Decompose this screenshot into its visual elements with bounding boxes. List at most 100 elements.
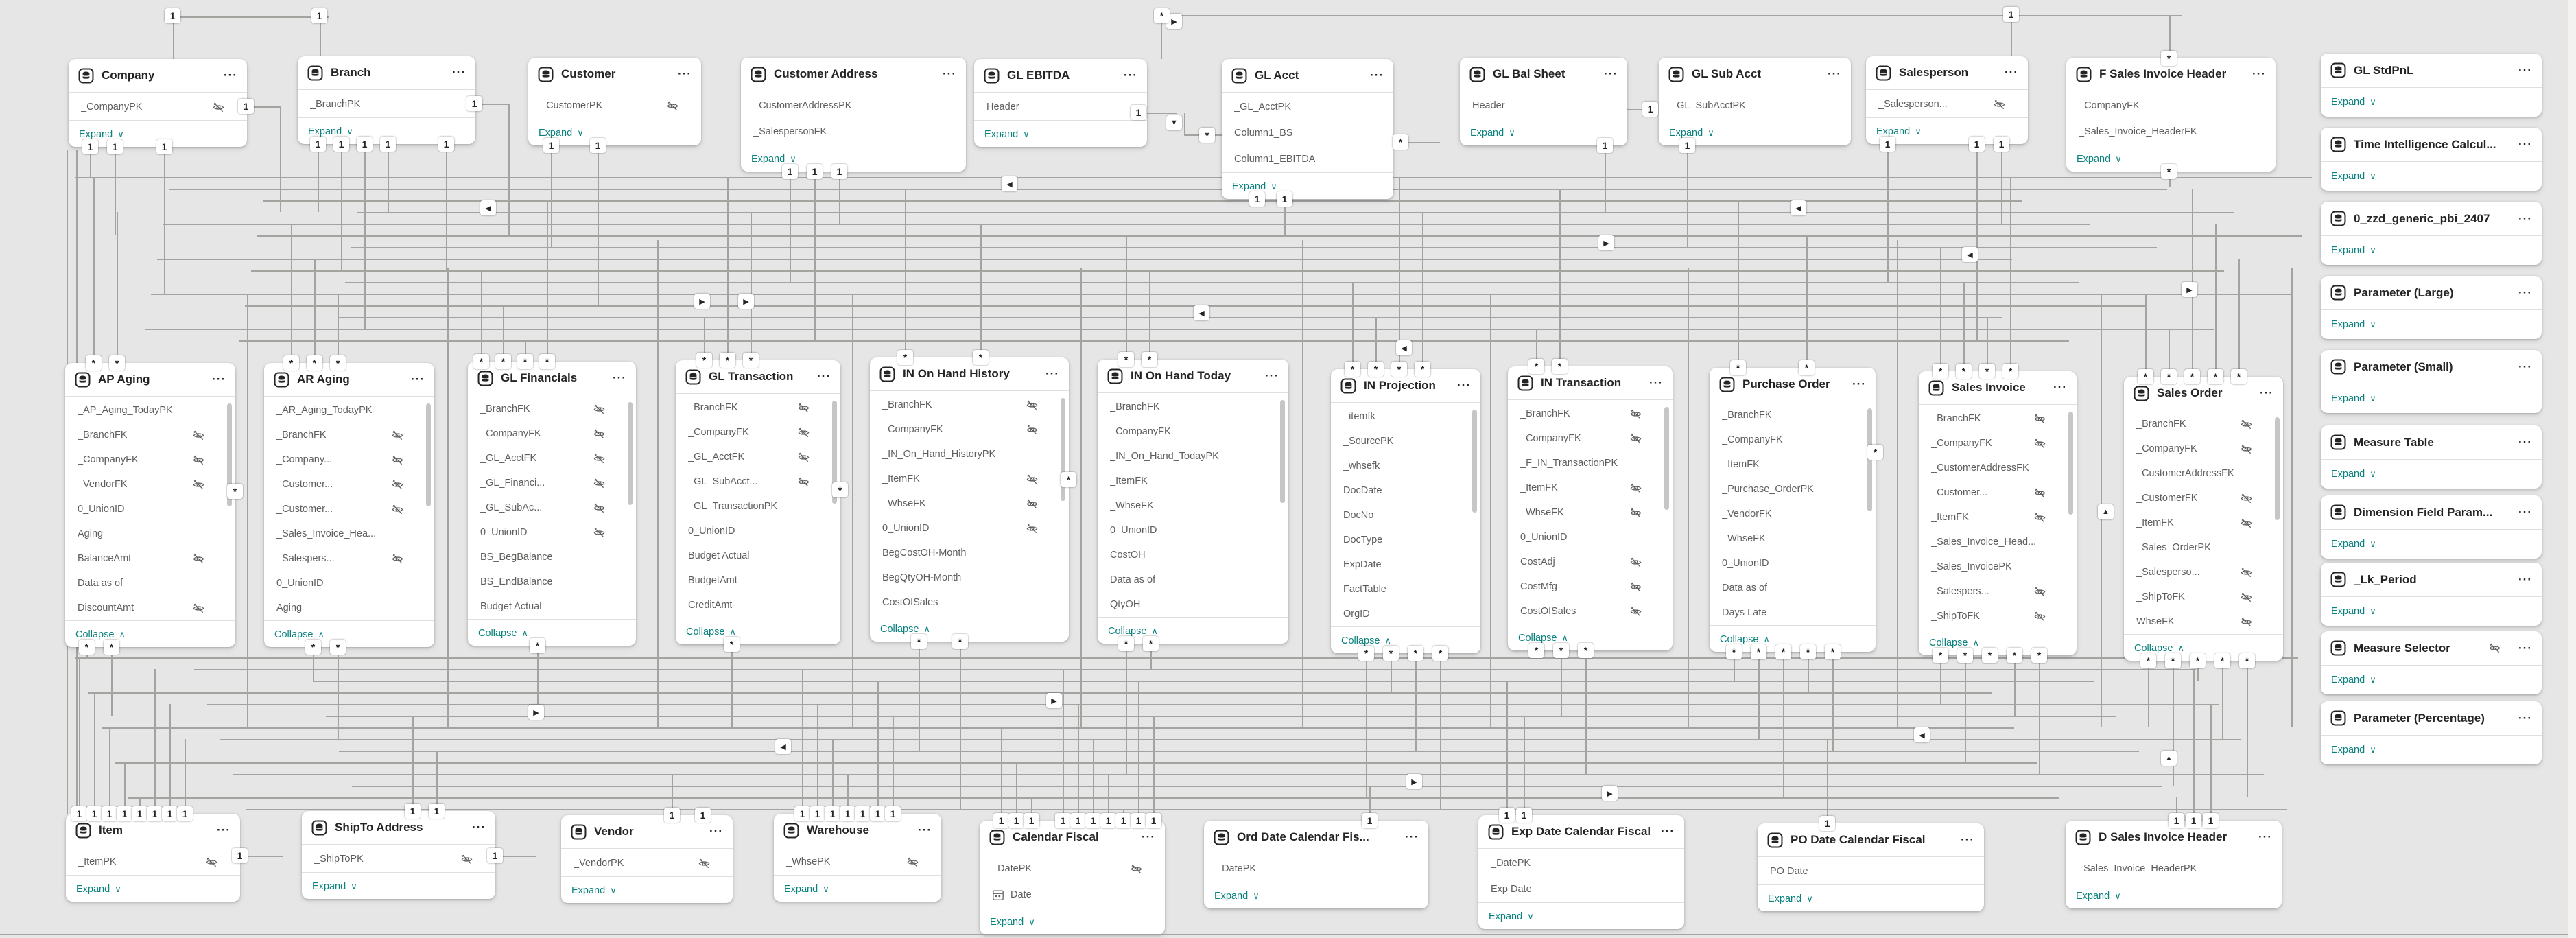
table-menu-button[interactable]: ··· [2260,386,2273,399]
table-menu-button[interactable]: ··· [472,821,486,834]
field-row[interactable]: _GL_AcctFK [676,445,840,469]
field-row[interactable]: _SalespersonFK [741,119,966,145]
table-menu-button[interactable]: ··· [1142,830,1155,843]
field-row[interactable]: _CompanyFK [1508,426,1673,451]
table-menu-button[interactable]: ··· [1961,833,1974,846]
field-row[interactable]: _VendorFK [1710,502,1876,526]
expand-toggle[interactable]: Expand ∨ [741,145,966,172]
field-row[interactable]: _CompanyFK [676,420,840,445]
field-row[interactable]: Days Late [1710,600,1876,625]
collapse-toggle[interactable]: Collapse ∧ [1098,617,1288,644]
field-row[interactable]: _Sales_OrderPK [2124,535,2283,560]
field-row[interactable]: _Salespers... [1919,579,2077,604]
expand-toggle[interactable]: Expand ∨ [69,120,247,147]
field-row[interactable]: PO Date [1758,858,1984,884]
field-row[interactable]: _BranchFK [1919,406,2077,431]
field-row[interactable]: _ItemFK [1508,476,1673,500]
expand-toggle[interactable]: Expand ∨ [2321,384,2542,412]
table-menu-button[interactable]: ··· [411,373,425,386]
expand-toggle[interactable]: Expand ∨ [1460,119,1627,145]
expand-toggle[interactable]: Expand ∨ [528,119,701,145]
field-row[interactable]: _F_IN_TransactionPK [1508,451,1673,476]
field-row[interactable]: BegQtyOH-Month [870,565,1069,590]
table-card-0-zzd-generic-pbi-2407[interactable]: 0_zzd_generic_pbi_2407 ··· Expand ∨ [2321,202,2542,265]
field-row[interactable]: _ShipToFK [2124,585,2283,609]
field-row[interactable]: Budget Actual [468,594,636,619]
field-list-scrollbar[interactable] [1061,398,1065,501]
table-menu-button[interactable]: ··· [212,373,226,386]
table-card-ap-aging[interactable]: AP Aging ··· _AP_Aging_TodayPK _BranchFK _Co… [65,363,235,647]
field-row[interactable]: _CustomerAddressFK [2124,461,2283,486]
expand-toggle[interactable]: Expand ∨ [1659,119,1851,145]
expand-toggle[interactable]: Expand ∨ [774,875,941,902]
table-menu-button[interactable]: ··· [1265,369,1279,382]
table-card-gl-sub-acct[interactable]: GL Sub Acct ··· _GL_SubAcctPK Expand ∨ [1659,58,1851,145]
field-row[interactable]: _BranchFK [65,423,235,447]
table-menu-button[interactable]: ··· [1852,377,1866,390]
table-card-dimension-field-param[interactable]: Dimension Field Param... ··· Expand ∨ [2321,495,2542,559]
field-list-scrollbar[interactable] [426,403,431,506]
table-card-gl-transaction[interactable]: GL Transaction ··· _BranchFK _CompanyFK _GL_… [676,360,840,644]
field-row[interactable]: _BranchFK [870,392,1069,417]
table-card-time-intelligence-calcul[interactable]: Time Intelligence Calcul... ··· Expand ∨ [2321,128,2542,191]
table-card-gl-ebitda[interactable]: GL EBITDA ··· Header Expand ∨ [974,59,1147,147]
field-row[interactable]: CostMfg [1508,574,1673,599]
table-menu-button[interactable]: ··· [2518,360,2532,373]
field-row[interactable]: CostOfSales [1508,599,1673,624]
table-card-measure-selector[interactable]: Measure Selector ··· Expand ∨ [2321,631,2542,694]
field-row[interactable]: _GL_AcctPK [1222,94,1393,120]
expand-toggle[interactable]: Expand ∨ [66,875,240,902]
table-card-ord-date-calendar-fis[interactable]: Ord Date Calendar Fis... ··· _DatePK Expand… [1204,821,1428,908]
field-row[interactable]: _GL_SubAcct... [676,469,840,494]
field-row[interactable]: Budget Actual [676,543,840,568]
table-card-ar-aging[interactable]: AR Aging ··· _AR_Aging_TodayPK _BranchFK _Co… [264,363,434,647]
field-row[interactable]: _SourcePK [1331,429,1480,454]
table-menu-button[interactable]: ··· [943,67,956,80]
field-row[interactable]: _ItemFK [870,467,1069,491]
field-row[interactable]: _BranchFK [264,423,434,447]
collapse-toggle[interactable]: Collapse ∧ [2124,634,2283,661]
field-row[interactable]: _GL_TransactionPK [676,494,840,519]
collapse-toggle[interactable]: Collapse ∧ [65,620,235,647]
table-card-customer-address[interactable]: Customer Address ··· _CustomerAddressPK _Sa… [741,58,966,172]
field-row[interactable]: Column1_BS [1222,120,1393,146]
expand-toggle[interactable]: Expand ∨ [298,117,475,144]
field-row[interactable]: BudgetAmt [676,568,840,593]
table-card-in-projection[interactable]: IN Projection ··· _itemfk _SourcePK _whsefk D… [1331,369,1480,653]
field-row[interactable]: Aging [264,596,434,620]
field-row[interactable]: _BranchFK [1508,401,1673,426]
field-row[interactable]: 0_UnionID [1098,518,1288,543]
expand-toggle[interactable]: Expand ∨ [2066,882,2282,908]
table-card-in-transaction[interactable]: IN Transaction ··· _BranchFK _CompanyFK _F_I… [1508,366,1673,650]
field-row[interactable]: _CustomerAddressPK [741,93,966,119]
field-row[interactable]: 0_UnionID [468,520,636,545]
table-menu-button[interactable]: ··· [2258,830,2272,843]
field-row[interactable]: _CompanyFK [1098,419,1288,444]
field-list-scrollbar[interactable] [1867,408,1872,511]
table-menu-button[interactable]: ··· [1124,69,1137,82]
expand-toggle[interactable]: Expand ∨ [2321,309,2542,338]
field-row[interactable]: _BranchFK [1098,395,1288,419]
field-row[interactable]: _AP_Aging_TodayPK [65,398,235,423]
field-row[interactable]: _ItemFK [1919,505,2077,530]
expand-toggle[interactable]: Expand ∨ [302,872,495,899]
field-row[interactable]: OrgID [1331,602,1480,626]
field-row[interactable]: QtyOH [1098,592,1288,617]
table-menu-button[interactable]: ··· [1370,69,1384,82]
field-row[interactable]: _GL_AcctFK [468,446,636,471]
field-row[interactable]: _CustomerAddressFK [1919,456,2077,480]
scrollbar-track[interactable] [2568,0,2576,938]
field-row[interactable]: 0_UnionID [65,497,235,521]
field-row[interactable]: WhseFK [2124,609,2283,634]
table-menu-button[interactable]: ··· [918,823,932,836]
field-row[interactable]: 0_UnionID [676,519,840,543]
table-card-sales-invoice[interactable]: Sales Invoice ··· _BranchFK _CompanyFK _Cust… [1919,371,2077,655]
collapse-toggle[interactable]: Collapse ∧ [870,615,1069,642]
table-menu-button[interactable]: ··· [1045,367,1059,380]
field-row[interactable]: _GL_SubAcctPK [1659,93,1851,119]
table-menu-button[interactable]: ··· [817,370,831,383]
table-menu-button[interactable]: ··· [1649,376,1663,389]
table-card-customer[interactable]: Customer ··· _CustomerPK Expand ∨ [528,58,701,145]
table-card-gl-financials[interactable]: GL Financials ··· _BranchFK _CompanyFK _GL_A… [468,362,636,646]
table-menu-button[interactable]: ··· [1604,67,1618,80]
